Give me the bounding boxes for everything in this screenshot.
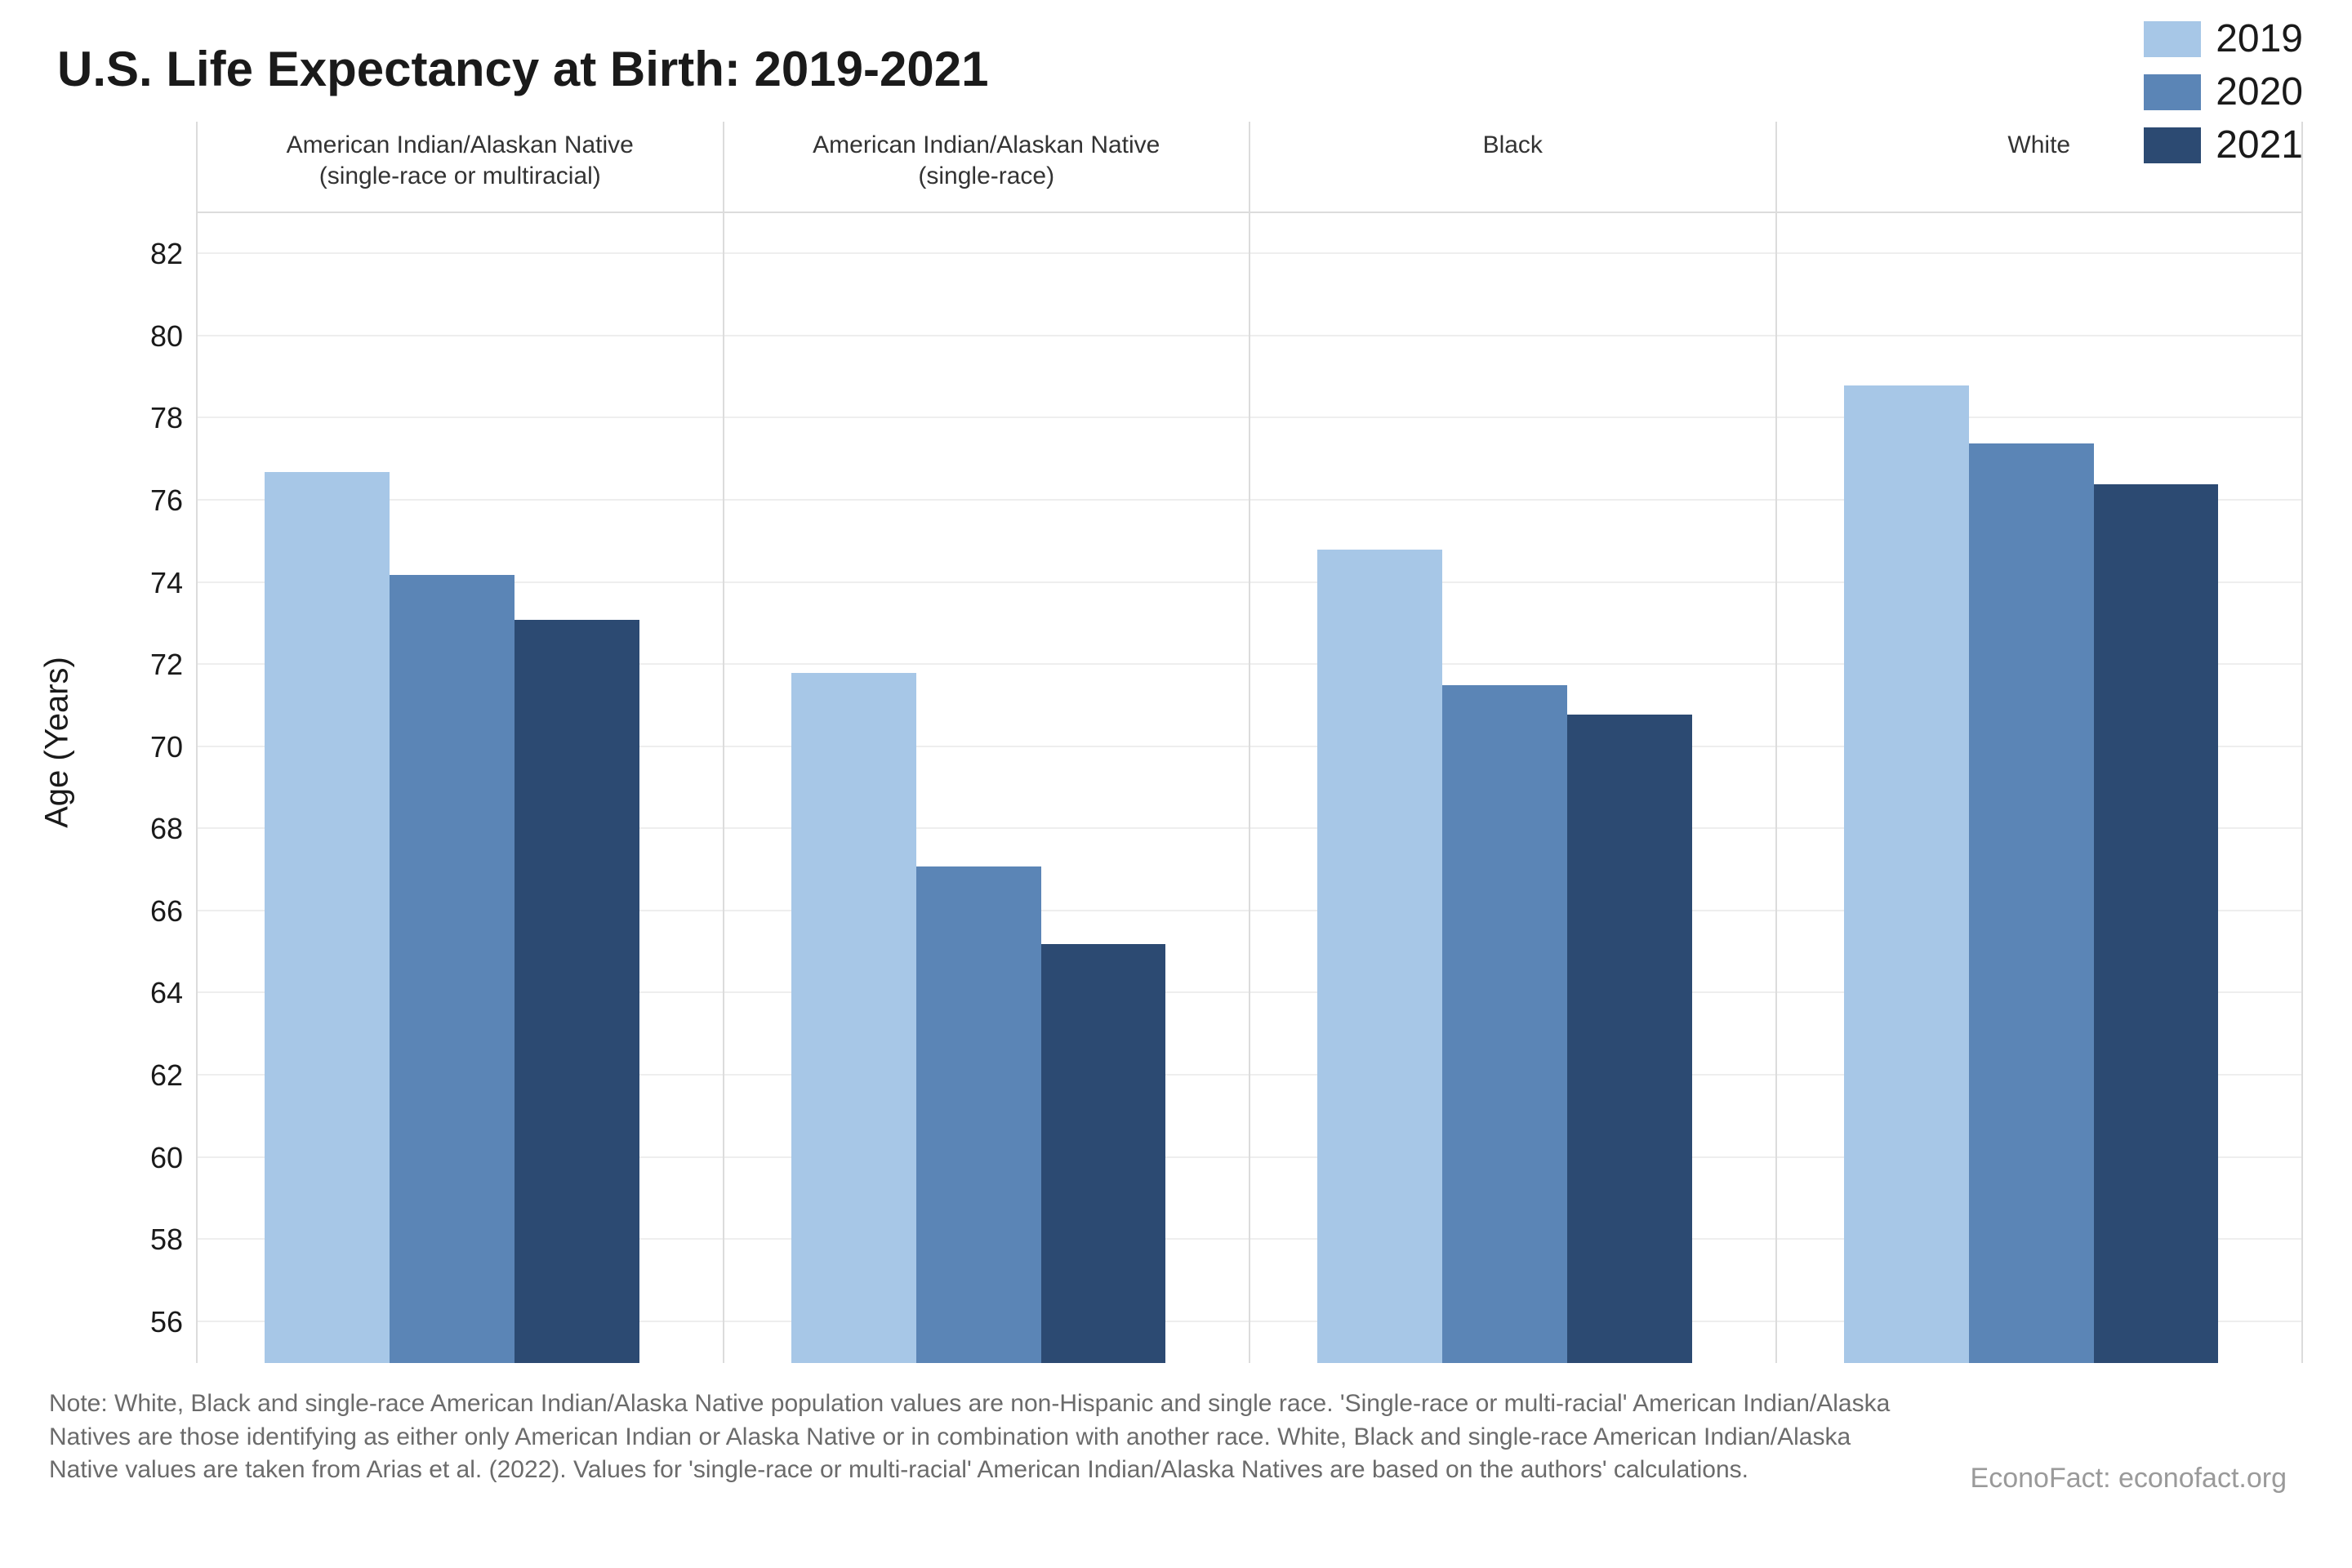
- bar: [1969, 443, 2094, 1363]
- y-tick-label: 64: [150, 976, 183, 1010]
- y-tick-label: 74: [150, 566, 183, 600]
- panel-title: White: [1777, 130, 2302, 161]
- bar: [514, 620, 639, 1363]
- panel: American Indian/Alaskan Native(single-ra…: [723, 122, 1250, 1363]
- chart-container: U.S. Life Expectancy at Birth: 2019-2021…: [0, 0, 2352, 1568]
- panel-title: Black: [1250, 130, 1775, 161]
- y-tick-label: 82: [150, 237, 183, 271]
- panel-title: American Indian/Alaskan Native(single-ra…: [724, 130, 1250, 191]
- panel-plot: [724, 212, 1250, 1363]
- bar-group: [724, 213, 1250, 1363]
- panel-plot: 5658606264666870727476788082: [198, 212, 723, 1363]
- panel: American Indian/Alaskan Native(single-ra…: [196, 122, 723, 1363]
- y-tick-label: 70: [150, 730, 183, 764]
- bar-group: [1250, 213, 1775, 1363]
- y-axis-label: Age (Years): [39, 657, 76, 828]
- bar: [1442, 685, 1567, 1363]
- y-tick-label: 58: [150, 1223, 183, 1257]
- y-tick-label: 76: [150, 483, 183, 518]
- bar: [1041, 944, 1166, 1363]
- legend-item: 2019: [2144, 16, 2303, 61]
- bar: [2094, 484, 2219, 1363]
- y-tick-label: 66: [150, 894, 183, 929]
- footnote: Note: White, Black and single-race Ameri…: [49, 1388, 1911, 1487]
- legend-label: 2019: [2216, 16, 2303, 61]
- bar: [1844, 385, 1969, 1363]
- panel: Black: [1249, 122, 1775, 1363]
- chart-title: U.S. Life Expectancy at Birth: 2019-2021: [57, 41, 2303, 97]
- bar: [1317, 550, 1442, 1363]
- bar: [1567, 715, 1692, 1364]
- y-tick-label: 68: [150, 812, 183, 846]
- legend-item: 2020: [2144, 69, 2303, 114]
- legend-label: 2020: [2216, 69, 2303, 114]
- chart-area: Age (Years) American Indian/Alaskan Nati…: [106, 122, 2303, 1363]
- y-tick-label: 62: [150, 1058, 183, 1093]
- panel-title: American Indian/Alaskan Native(single-ra…: [198, 130, 723, 191]
- bar-group: [198, 213, 723, 1363]
- y-tick-label: 72: [150, 648, 183, 682]
- bar: [390, 575, 514, 1363]
- bar: [265, 472, 390, 1363]
- bar: [791, 673, 916, 1363]
- legend-swatch: [2144, 74, 2201, 110]
- y-tick-label: 78: [150, 401, 183, 435]
- panel-plot: [1250, 212, 1775, 1363]
- bar: [916, 866, 1041, 1363]
- attribution: EconoFact: econofact.org: [1971, 1463, 2287, 1494]
- y-tick-label: 80: [150, 319, 183, 354]
- plot: American Indian/Alaskan Native(single-ra…: [196, 122, 2303, 1363]
- bar-group: [1777, 213, 2302, 1363]
- panel-plot: [1777, 212, 2302, 1363]
- y-tick-label: 60: [150, 1141, 183, 1175]
- panel: White: [1775, 122, 2304, 1363]
- y-tick-label: 56: [150, 1305, 183, 1339]
- legend-swatch: [2144, 21, 2201, 57]
